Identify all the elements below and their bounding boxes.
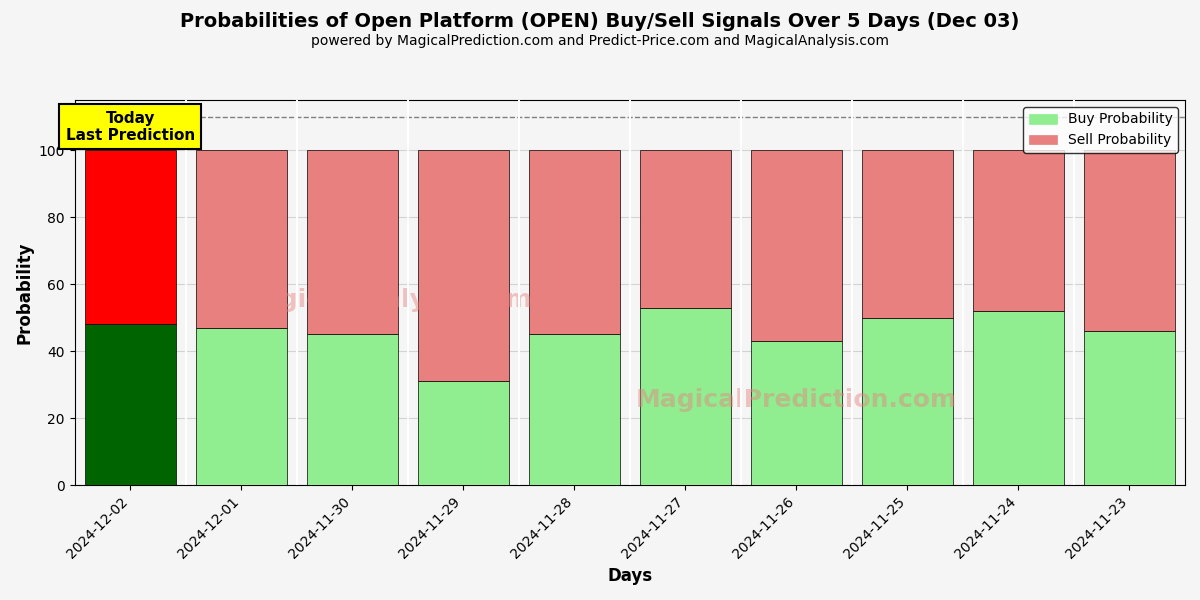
Text: powered by MagicalPrediction.com and Predict-Price.com and MagicalAnalysis.com: powered by MagicalPrediction.com and Pre… — [311, 34, 889, 48]
Bar — [973, 150, 1064, 311]
Bar — [418, 150, 509, 382]
Bar — [85, 325, 175, 485]
Bar — [196, 150, 287, 328]
Bar — [1084, 331, 1175, 485]
Bar — [640, 308, 731, 485]
Text: Today
Last Prediction: Today Last Prediction — [66, 110, 194, 143]
X-axis label: Days: Days — [607, 567, 653, 585]
Bar — [640, 150, 731, 308]
Bar — [973, 311, 1064, 485]
Text: MagicalAnalysis.com: MagicalAnalysis.com — [239, 288, 533, 312]
Bar — [751, 150, 842, 341]
Text: MagicalPrediction.com: MagicalPrediction.com — [636, 388, 958, 412]
Bar — [862, 318, 953, 485]
Bar — [751, 341, 842, 485]
Bar — [529, 150, 620, 334]
Bar — [85, 150, 175, 325]
Bar — [418, 382, 509, 485]
Text: Probabilities of Open Platform (OPEN) Buy/Sell Signals Over 5 Days (Dec 03): Probabilities of Open Platform (OPEN) Bu… — [180, 12, 1020, 31]
Bar — [529, 334, 620, 485]
Bar — [307, 334, 397, 485]
Bar — [307, 150, 397, 334]
Bar — [196, 328, 287, 485]
Bar — [1084, 150, 1175, 331]
Legend: Buy Probability, Sell Probability: Buy Probability, Sell Probability — [1024, 107, 1178, 153]
Y-axis label: Probability: Probability — [16, 241, 34, 344]
Bar — [862, 150, 953, 318]
